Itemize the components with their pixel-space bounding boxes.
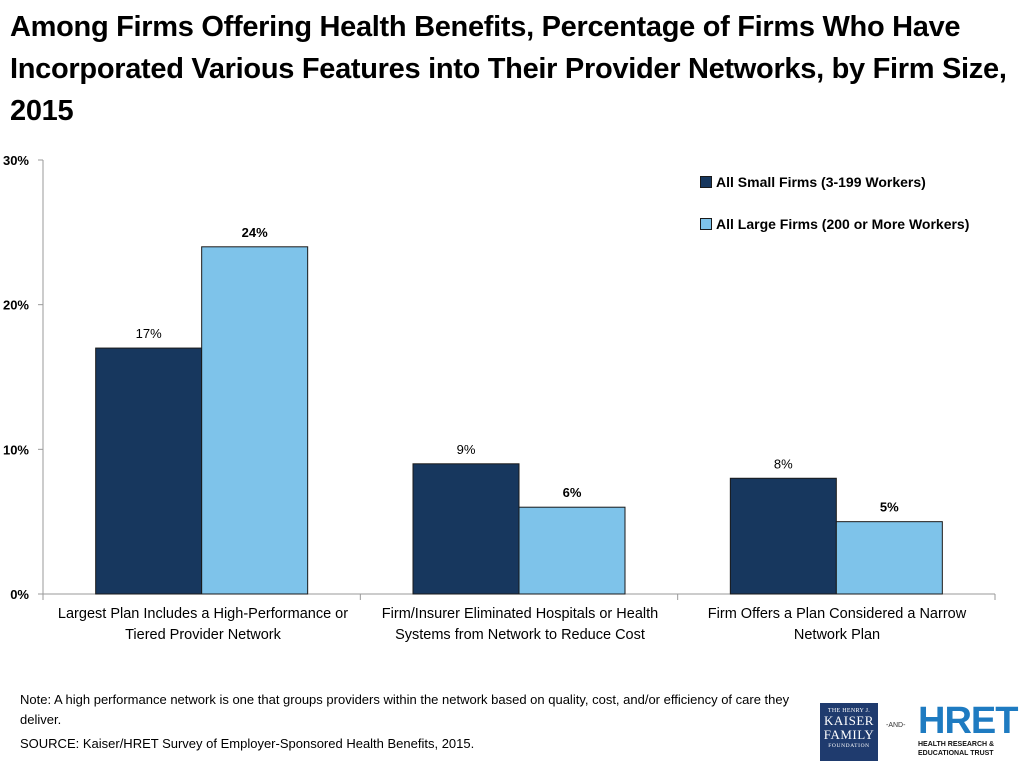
and-separator: -AND- [886,722,906,729]
hret-logo-subtitle: EDUCATIONAL TRUST [918,750,994,757]
legend-item-small-firms: All Small Firms (3-199 Workers) [700,172,1020,192]
x-category-label-3: Firm Offers a Plan Considered a Narrow N… [677,604,997,646]
bar-large-firms [835,521,943,595]
x-category-label-1: Largest Plan Includes a High-Performance… [43,604,363,646]
data-label-large-firms: 24% [242,225,268,240]
y-tick-label: 0% [10,587,29,602]
legend-swatch-large-firms [700,218,712,230]
hret-logo-name: HRET [918,700,1018,742]
bar-large-firms [518,506,626,595]
bar-small-firms [412,463,520,595]
legend-label-small-firms: All Small Firms (3-199 Workers) [716,174,926,190]
x-category-label-line: Systems from Network to Reduce Cost [395,627,645,643]
hret-logo: HRET HEALTH RESEARCH & EDUCATIONAL TRUST [918,702,1024,758]
kff-logo-name: FAMILY [823,727,875,742]
kff-logo-name: KAISER [824,713,874,728]
chart-title: Among Firms Offering Health Benefits, Pe… [10,11,1007,127]
hret-logo-subtitle: HEALTH RESEARCH & [918,741,995,748]
footnote: Note: A high performance network is one … [20,692,790,727]
x-category-label-line: Largest Plan Includes a High-Performance… [57,606,349,622]
legend-label-large-firms: All Large Firms (200 or More Workers) [716,216,970,232]
y-tick-label: 30% [3,153,29,168]
x-category-label-2: Firm/Insurer Eliminated Hospitals or Hea… [360,604,680,646]
kff-logo-bottom: FOUNDATION [828,743,870,749]
x-category-label-line: Firm/Insurer Eliminated Hospitals or Hea… [381,606,659,622]
legend-item-large-firms: All Large Firms (200 or More Workers) [700,214,1020,234]
data-label-large-firms: 5% [880,500,899,515]
kff-logo: THE HENRY J. KAISER FAMILY FOUNDATION [820,703,878,761]
kff-logo-top: THE HENRY J. [827,708,871,714]
source-note: SOURCE: Kaiser/HRET Survey of Employer-S… [20,736,475,751]
data-label-small-firms: 8% [774,456,793,471]
data-label-small-firms: 17% [136,326,162,341]
data-label-large-firms: 6% [563,485,582,500]
bar-small-firms [95,347,203,595]
legend-swatch-small-firms [700,176,712,188]
bar-large-firms [201,246,309,595]
legend: All Small Firms (3-199 Workers) All Larg… [700,172,1020,234]
y-tick-label: 20% [3,298,29,313]
x-category-label-line: Firm Offers a Plan Considered a Narrow [707,606,967,622]
x-category-label-line: Network Plan [793,627,881,643]
x-category-label-line: Tiered Provider Network [125,627,281,643]
y-tick-label: 10% [3,442,29,457]
bar-small-firms [729,477,837,595]
data-label-small-firms: 9% [457,442,476,457]
